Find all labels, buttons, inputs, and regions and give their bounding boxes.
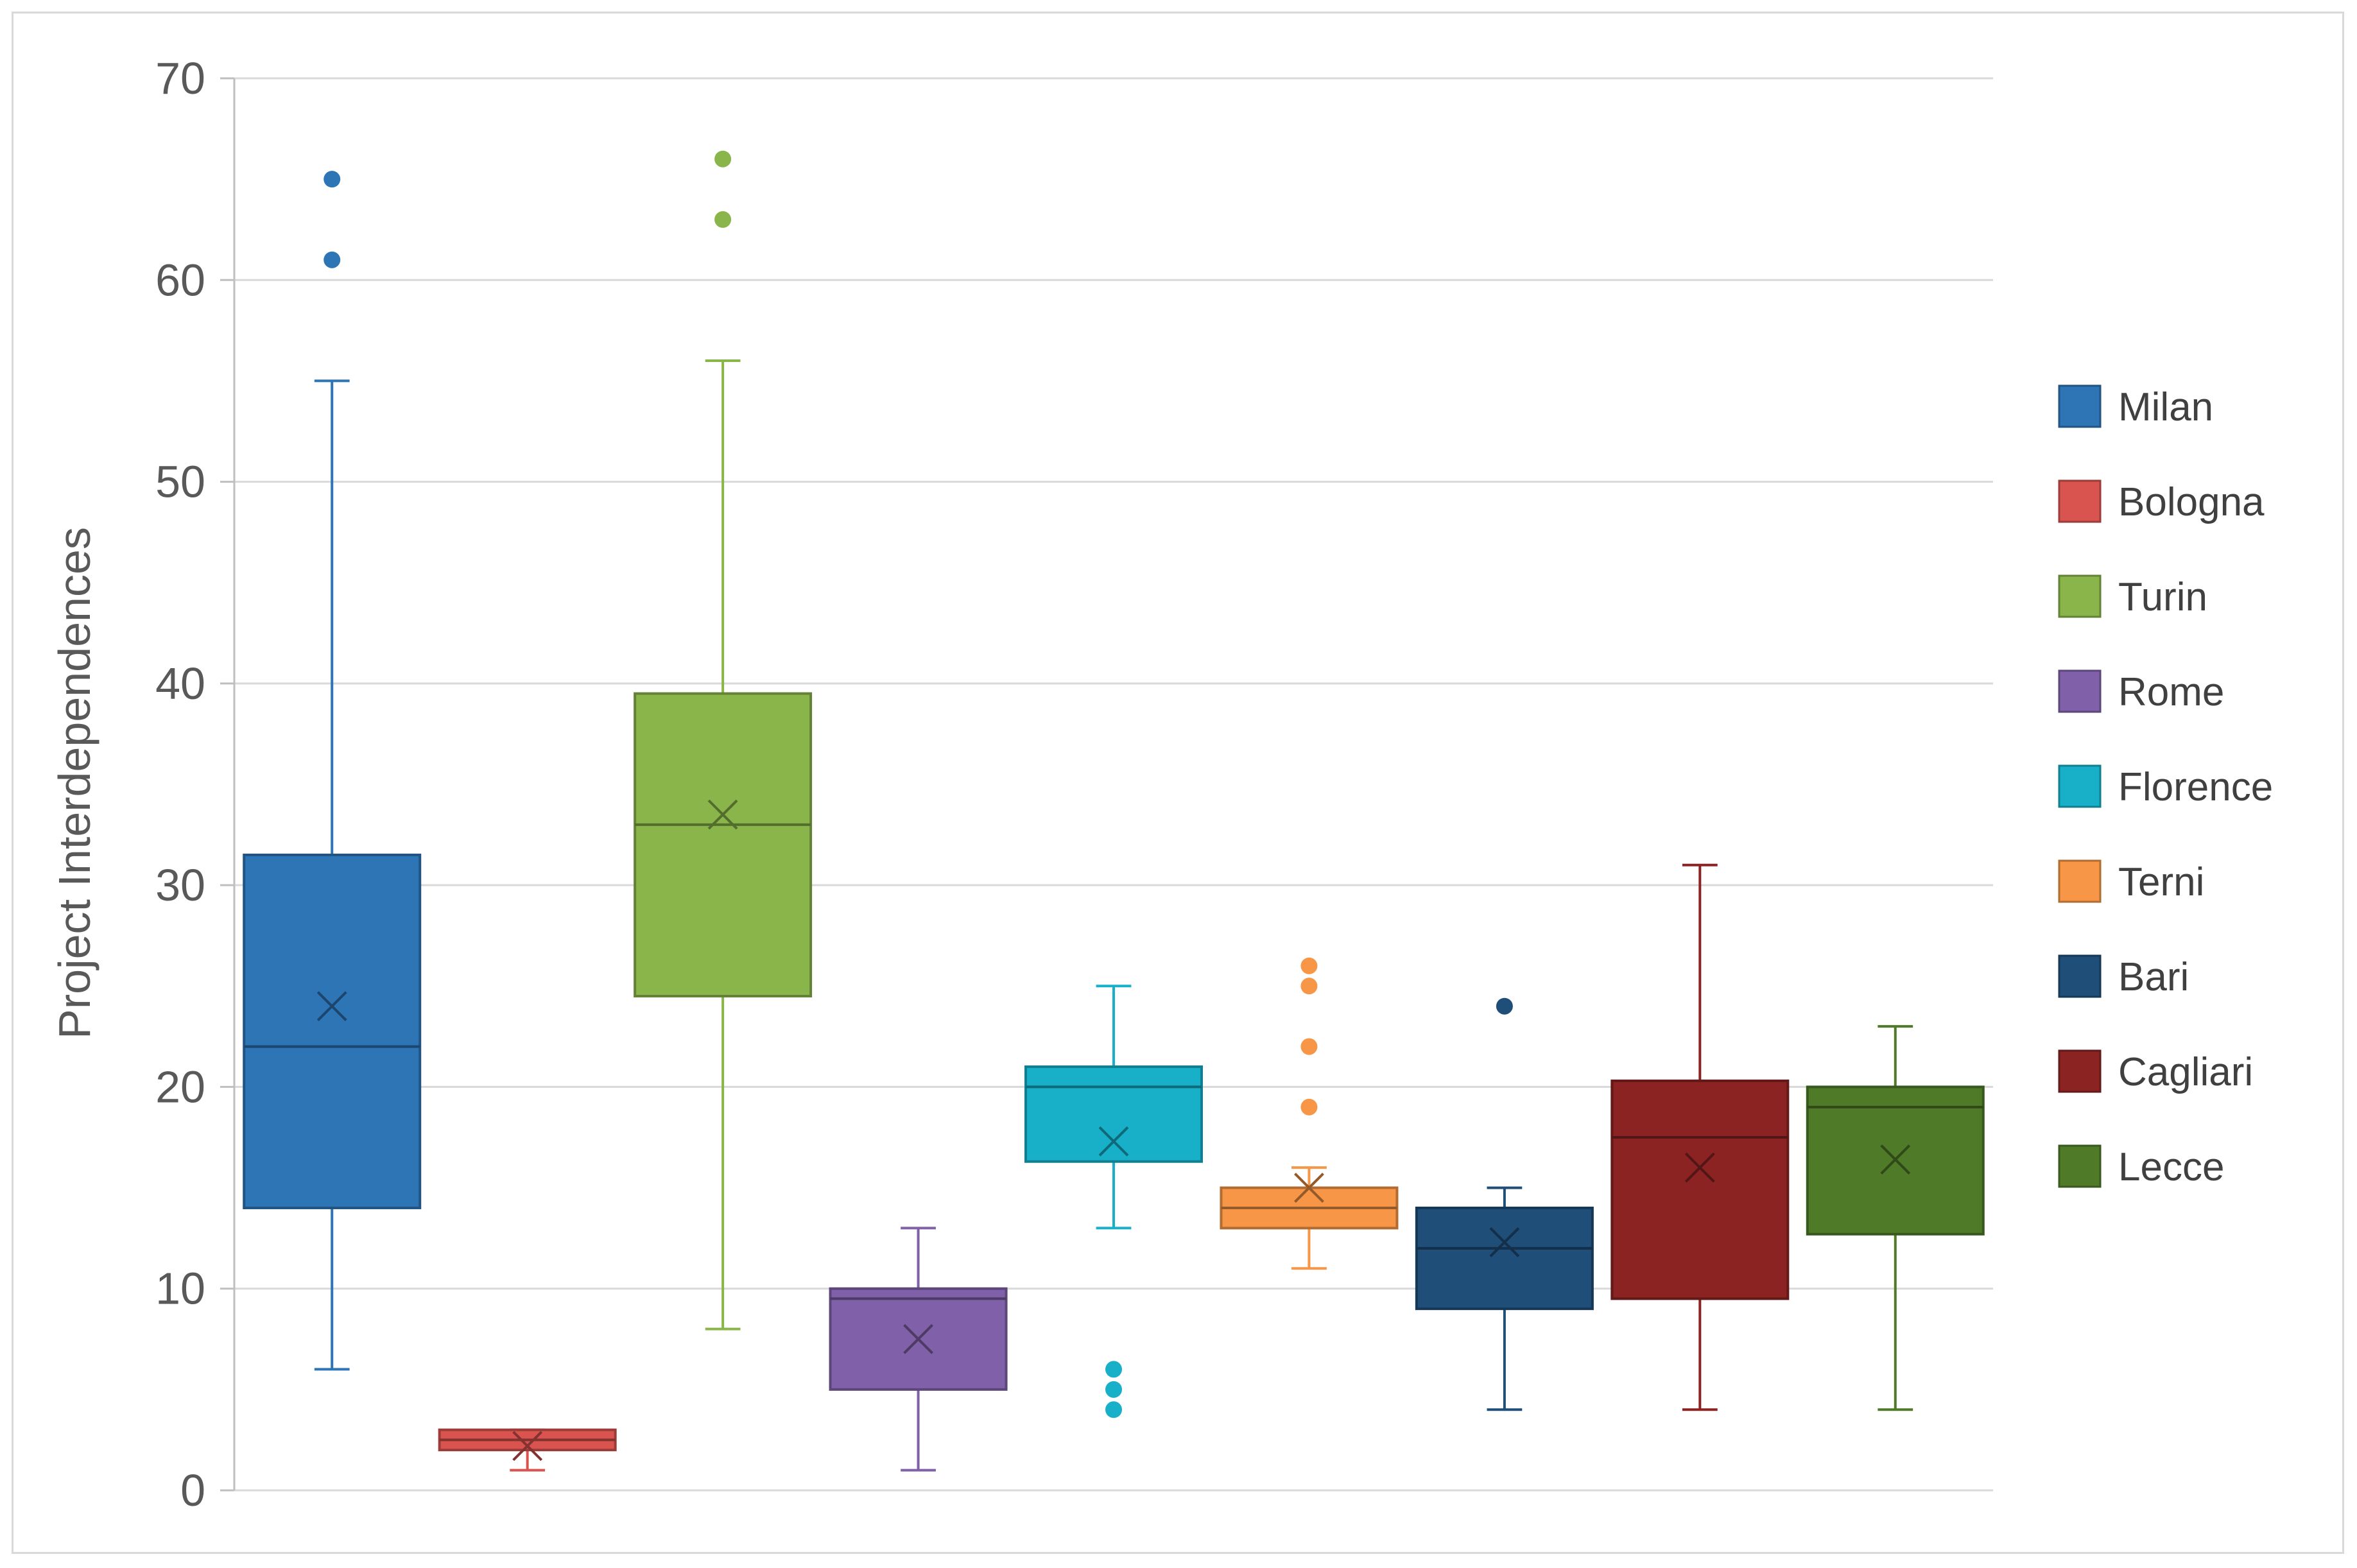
box-florence <box>1024 1065 1203 1163</box>
outlier-terni-0 <box>1300 1098 1318 1116</box>
y-tick-label-0: 0 <box>180 1465 205 1515</box>
box-group-bari <box>1415 997 1594 1411</box>
box-group-milan <box>243 171 422 1371</box>
box-group-lecce <box>1806 1025 1985 1411</box>
outlier-bari-0 <box>1496 997 1513 1015</box>
y-axis-title: Project Interdependences <box>49 527 99 1039</box>
mean-marker-b-rome <box>903 1323 933 1354</box>
box-group-terni <box>1220 957 1399 1270</box>
chart-frame <box>12 12 2344 1554</box>
legend-swatch-rome <box>2058 669 2102 713</box>
outlier-turin-1 <box>714 150 732 168</box>
legend-swatch-milan <box>2058 384 2102 428</box>
y-tick-label-20: 20 <box>155 1062 205 1112</box>
outlier-terni-2 <box>1300 978 1318 995</box>
legend-label-lecce: Lecce <box>2118 1145 2224 1189</box>
outlier-terni-3 <box>1300 957 1318 974</box>
legend-label-cagliari: Cagliari <box>2118 1050 2253 1094</box>
y-tick-label-40: 40 <box>155 659 205 709</box>
mean-marker-b-florence <box>1098 1126 1129 1157</box>
box-bari <box>1415 1207 1594 1311</box>
outlier-milan-0 <box>324 251 341 268</box>
legend-label-bologna: Bologna <box>2118 480 2265 524</box>
legend-swatch-florence <box>2058 764 2102 808</box>
legend-label-florence: Florence <box>2118 765 2273 809</box>
y-axis-ticks: 0 10 20 30 40 50 60 70 <box>155 53 205 1515</box>
outlier-florence-1 <box>1105 1381 1122 1398</box>
box-plots <box>243 150 1985 1472</box>
legend-swatch-cagliari <box>2058 1049 2102 1093</box>
outlier-florence-2 <box>1105 1361 1122 1378</box>
legend-label-turin: Turin <box>2118 575 2207 619</box>
y-tick-label-70: 70 <box>155 53 205 103</box>
legend-label-milan: Milan <box>2118 385 2213 429</box>
box-group-florence <box>1024 985 1203 1418</box>
y-tick-label-50: 50 <box>155 457 205 507</box>
outlier-turin-0 <box>714 211 732 228</box>
legend-label-rome: Rome <box>2118 670 2224 714</box>
legend-swatch-terni <box>2058 859 2102 903</box>
legend-swatch-turin <box>2058 574 2102 618</box>
outlier-milan-1 <box>324 171 341 188</box>
mean-marker-b-bologna <box>512 1431 543 1461</box>
box-cagliari <box>1610 1080 1790 1300</box>
mean-marker-b-terni <box>1294 1173 1324 1203</box>
box-milan <box>243 854 422 1209</box>
mean-marker-b-lecce <box>1880 1144 1911 1175</box>
outlier-florence-0 <box>1105 1401 1122 1418</box>
box-group-bologna <box>438 1428 617 1472</box>
mean-marker-b-cagliari <box>1684 1152 1715 1183</box>
legend-label-bari: Bari <box>2118 955 2189 999</box>
outlier-terni-1 <box>1300 1038 1318 1055</box>
legend-label-terni: Terni <box>2118 860 2204 904</box>
mean-marker-b-bari <box>1489 1227 1520 1257</box>
box-group-cagliari <box>1610 863 1790 1411</box>
y-tick-label-10: 10 <box>155 1264 205 1314</box>
legend: Milan Bologna Turin Rome Florence Terni Bari Ca… <box>2058 384 2273 1189</box>
y-tick-label-30: 30 <box>155 860 205 910</box>
legend-swatch-lecce <box>2058 1144 2102 1188</box>
mean-marker-b-turin <box>707 799 738 830</box>
legend-swatch-bari <box>2058 954 2102 998</box>
box-group-rome <box>829 1227 1008 1472</box>
box-turin <box>634 692 813 997</box>
mean-marker-b-milan <box>316 991 347 1022</box>
box-group-turin <box>634 150 813 1331</box>
y-tick-label-60: 60 <box>155 255 205 305</box>
legend-swatch-bologna <box>2058 479 2102 523</box>
